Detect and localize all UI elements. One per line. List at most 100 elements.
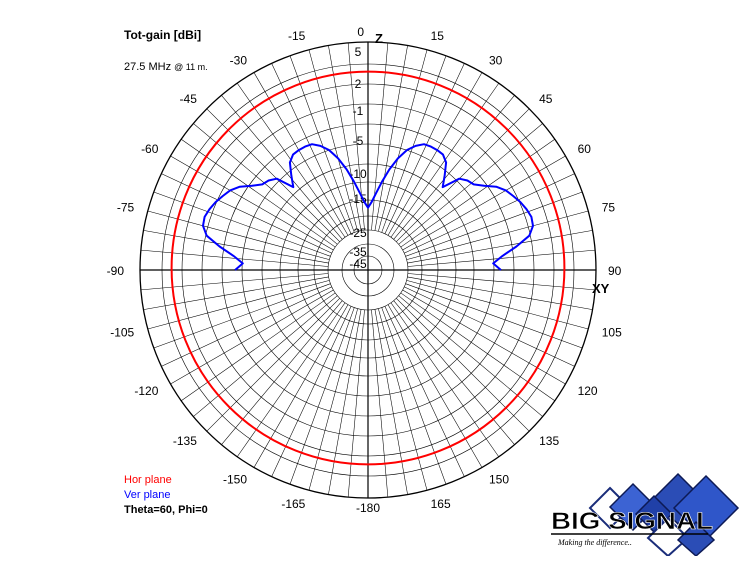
chart-title: Tot-gain [dBi] [124,28,202,42]
angle-tick-label: 165 [431,497,451,511]
angle-tick-label: -180 [356,501,380,515]
angle-tick-label: -135 [173,434,197,448]
grid-spoke [405,191,583,257]
grid-spoke [271,63,352,234]
grid-spoke [253,72,349,236]
grid-spoke [378,308,428,491]
angle-tick-label: 60 [578,142,592,156]
angle-tick-label: 105 [602,326,622,340]
grid-spoke [308,308,358,491]
grid-spoke [398,295,543,417]
grid-spoke [393,300,515,445]
angle-tick-label: 45 [539,92,553,106]
grid-spoke [253,304,349,468]
grid-spoke [153,283,331,349]
angle-tick-label: -75 [117,200,135,214]
height-value: @ 11 m. [174,62,208,72]
grid-spoke [236,302,346,457]
grid-spoke [347,309,365,498]
radial-tick-label: -15 [349,192,367,206]
frequency-label: 27.5 MHz @ 11 m. [124,61,208,73]
angle-tick-label: 150 [489,473,509,487]
angle-tick-label: 0 [357,25,364,39]
series-layer [170,70,566,466]
radial-tick-label: 5 [355,45,362,59]
angle-tick-label: -30 [230,53,248,67]
legend-ver-plane: Ver plane [124,489,171,501]
grid-spoke [400,292,555,402]
angle-tick-label: 120 [578,384,598,398]
angle-tick-label: 90 [608,264,622,278]
grid-spoke [181,292,336,402]
angle-tick-label: -45 [180,92,198,106]
grid-spoke [221,300,343,445]
legend-hor-plane: Hor plane [124,474,172,486]
grid-spoke [402,289,566,385]
angle-tick-label: -120 [134,384,158,398]
grid-spokes [140,42,596,498]
angle-tick-label: -105 [110,326,134,340]
grid-spoke [374,309,408,495]
grid-spoke [390,302,500,457]
grid-spoke [328,45,362,231]
grid-spoke [396,108,530,242]
horizon-label: XY [592,281,610,296]
angle-tick-label: 15 [431,29,445,43]
radial-tick-label: -1 [353,104,364,118]
angle-tick-label: 30 [489,53,503,67]
angle-tick-label: -150 [223,473,247,487]
grid-spoke [206,108,340,242]
angle-tick-label: 75 [602,200,616,214]
angle-tick-label: -90 [107,264,125,278]
grid-spoke [271,306,352,477]
grid-spoke [206,298,340,432]
condition-label: Theta=60, Phi=0 [124,504,208,516]
grid-spoke [381,307,447,485]
radial-tick-label: 2 [355,77,362,91]
big-signal-logo: BIG SIGNAL Making the difference.. [551,472,740,556]
grid-spoke [161,286,332,367]
grid-spoke [384,306,465,477]
logo-tagline: Making the difference.. [557,538,632,547]
series-ver-plane [202,143,534,271]
radial-tick-label: -45 [349,257,367,271]
zenith-label: Z [375,31,383,46]
grid-spoke [404,286,575,367]
grid-spoke [289,307,355,485]
grid-spoke [193,123,338,245]
angle-tick-label: -15 [288,29,306,43]
angle-tick-label: -60 [141,142,159,156]
grid-spoke [193,295,338,417]
grid-spoke [387,304,483,468]
grid-spoke [374,45,408,231]
grid-spoke [405,283,583,349]
angle-tick-label: 135 [539,434,559,448]
grid-spoke [170,155,334,251]
grid-spoke [170,289,334,385]
logo-diamonds-icon [588,472,740,556]
radial-tick-label: -5 [353,134,364,148]
radial-tick-label: -10 [349,167,367,181]
frequency-value: 27.5 MHz [124,61,172,73]
logo-text: BIG SIGNAL [551,508,713,535]
grid-spoke [153,191,331,257]
angle-tick-label: -165 [281,497,305,511]
grid-spoke [387,72,483,236]
grid-spoke [398,123,543,245]
grid-spoke [289,55,355,233]
grid-spoke [381,55,447,233]
grid-spoke [393,95,515,240]
grid-spoke [371,309,389,498]
radial-labels: 5 2 -1 -5 -10 -15 -25 -35-45 [349,45,367,271]
grid-spoke [396,298,530,432]
grid-spoke [402,155,566,251]
grid-spoke [378,49,428,232]
grid-spoke [328,309,362,495]
radial-tick-label: -25 [349,226,367,240]
grid-spoke [221,95,343,240]
grid-spoke [308,49,358,232]
series-hor-plane [170,70,566,466]
radial-tick-label: -35 [349,245,367,259]
